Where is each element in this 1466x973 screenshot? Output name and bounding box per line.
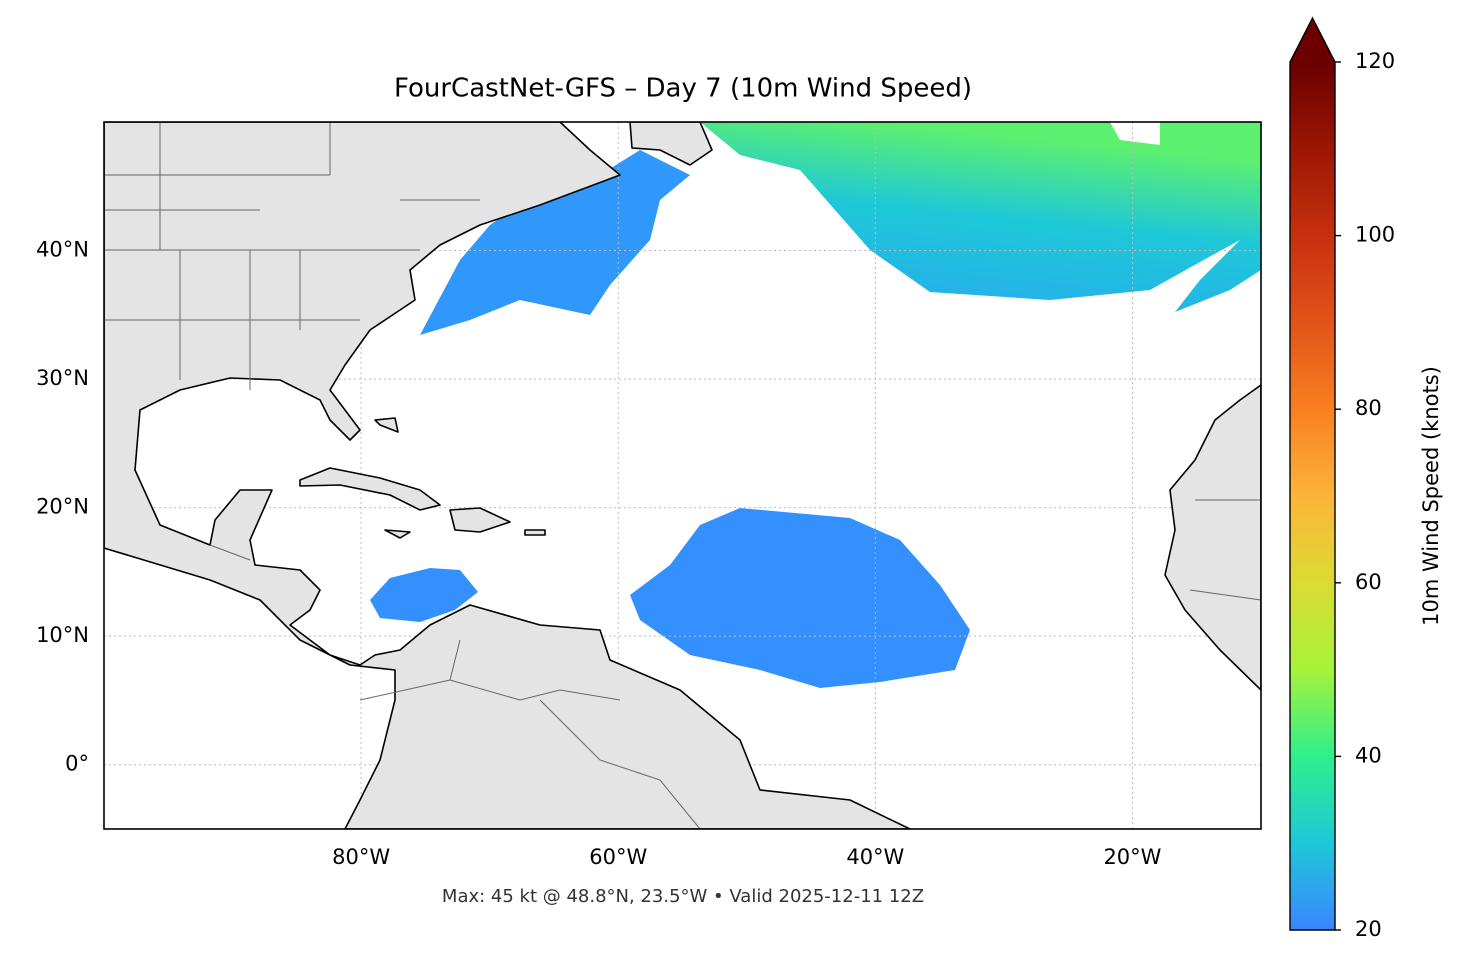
land xyxy=(449,507,511,533)
colorbar-tick-label: 40 xyxy=(1355,743,1382,767)
wind-area xyxy=(630,508,970,688)
land xyxy=(524,529,546,536)
land xyxy=(374,417,399,433)
footnote: Max: 45 kt @ 48.8°N, 23.5°W • Valid 2025… xyxy=(442,886,924,907)
land xyxy=(104,122,911,829)
colorbar-tick-label: 100 xyxy=(1355,223,1395,247)
land xyxy=(1164,384,1261,691)
y-tick-label: 0° xyxy=(65,752,89,776)
y-tick-label: 20°N xyxy=(36,495,89,519)
wind-area xyxy=(700,122,1261,312)
y-tick-label: 30°N xyxy=(36,366,89,390)
colorbar-outline xyxy=(1289,16,1336,931)
colorbar-tick-label: 60 xyxy=(1355,570,1382,594)
map-title: FourCastNet-GFS – Day 7 (10m Wind Speed) xyxy=(394,74,972,104)
map-area xyxy=(104,122,1261,829)
colorbar-tick-label: 80 xyxy=(1355,396,1382,420)
colorbar-tick-label: 120 xyxy=(1355,49,1395,73)
map-frame xyxy=(103,121,1262,830)
y-tick-label: 10°N xyxy=(36,623,89,647)
x-tick-label: 20°W xyxy=(1103,845,1161,869)
x-tick-label: 40°W xyxy=(846,845,904,869)
land xyxy=(384,529,411,539)
land xyxy=(629,122,713,166)
state-borders xyxy=(104,122,1261,829)
y-tick-label: 40°N xyxy=(36,238,89,262)
wind-area xyxy=(370,568,478,622)
colorbar-label: 10m Wind Speed (knots) xyxy=(1419,366,1443,626)
x-tick-label: 80°W xyxy=(332,845,390,869)
colorbar-fill xyxy=(1290,62,1335,930)
x-tick-label: 60°W xyxy=(589,845,647,869)
axis-ticks: 80°W 60°W 40°W 20°W 0° 10°N 20°N 30°N 40°N xyxy=(36,238,1162,869)
colorbar-extension xyxy=(1290,18,1335,62)
colorbar-tick-label: 20 xyxy=(1355,917,1382,941)
wind-area xyxy=(420,150,690,335)
land xyxy=(299,467,441,511)
colorbar: 20 40 60 80 100 120 xyxy=(1289,16,1395,941)
